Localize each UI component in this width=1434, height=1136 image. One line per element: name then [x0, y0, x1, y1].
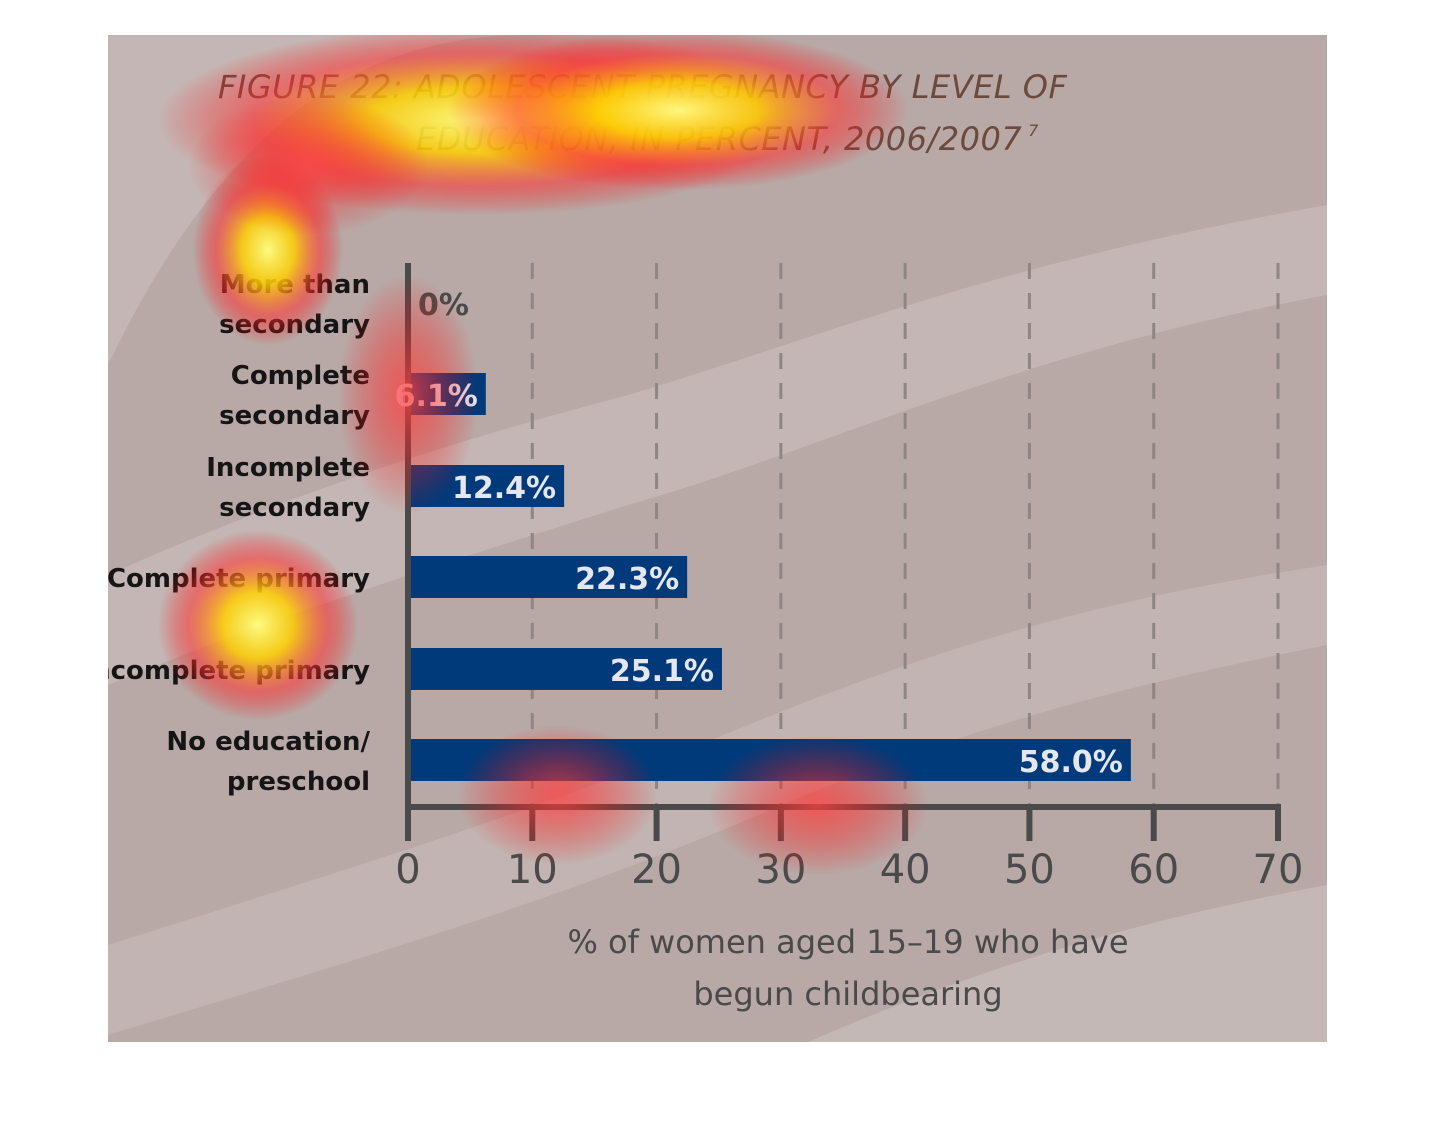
category-label: secondary — [219, 493, 370, 523]
x-tick-label: 0 — [395, 847, 420, 893]
labels: 0% More than secondary 6.1% Complete secondar… — [108, 270, 1303, 1013]
category-label: Complete primary — [108, 564, 370, 594]
category-label: More than — [220, 270, 370, 300]
x-tick-label: 70 — [1253, 847, 1304, 893]
x-axis-label: begun childbearing — [693, 975, 1002, 1013]
category-label: Complete — [231, 361, 370, 391]
x-tick-label: 30 — [755, 847, 806, 893]
gridlines — [530, 263, 1280, 807]
x-tick-label: 50 — [1004, 847, 1055, 893]
x-tick-label: 60 — [1128, 847, 1179, 893]
bar-value-label: 58.0% — [1019, 745, 1123, 780]
chart-figure: FIGURE 22: ADOLESCENT PREGNANCY BY LEVEL… — [108, 35, 1327, 1042]
category-label: secondary — [219, 401, 370, 431]
bar — [410, 648, 722, 690]
bar-chart: 0% More than secondary 6.1% Complete secondar… — [108, 263, 1303, 1013]
category-label: secondary — [219, 310, 370, 340]
category-label: No education/ — [166, 727, 370, 757]
category-label: preschool — [227, 767, 370, 797]
x-axis-label: % of women aged 15–19 who have — [567, 923, 1128, 961]
category-label: Incomplete — [206, 453, 370, 483]
x-tick-label: 40 — [880, 847, 931, 893]
bar-value-label: 22.3% — [575, 562, 679, 597]
title-footnote: 7 — [1028, 121, 1039, 140]
bar-value-label: 12.4% — [452, 471, 556, 506]
bar-value-label: 6.1% — [395, 379, 478, 414]
bars — [410, 373, 1131, 781]
x-tick-label: 10 — [507, 847, 558, 893]
category-label: Incomplete primary — [108, 656, 370, 686]
bar — [410, 556, 688, 598]
bar-value-label: 0% — [418, 288, 469, 323]
x-tick-label: 20 — [631, 847, 682, 893]
bar-value-label: 25.1% — [610, 654, 714, 689]
